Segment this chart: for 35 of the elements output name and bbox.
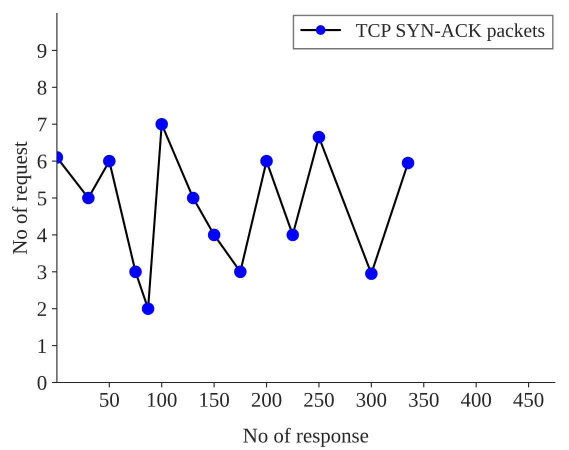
y-tick-label: 3 [38,265,46,280]
x-tick-label: 50 [100,392,119,407]
y-tick-label: 5 [38,192,46,206]
point [142,302,154,315]
legend-label: TCP SYN-ACK packets [356,23,544,41]
point [129,266,142,278]
y-tick-label: 1 [38,339,46,353]
point [208,228,220,242]
x-tick-label: 200 [252,392,282,407]
y-axis-title: No of request [12,141,32,254]
y-tick-label: 0 [38,376,46,390]
y-tick-label: 4 [37,228,47,242]
x-tick-label: 300 [356,392,386,407]
point [402,156,414,170]
point [103,154,116,168]
point [234,266,247,278]
y-tick-label: 7 [38,118,47,132]
point [312,130,326,144]
x-tick-label: 350 [409,392,439,407]
y-tick-label: 8 [38,80,46,95]
point [365,267,378,280]
x-tick-label: 150 [200,392,229,407]
y-tick-label: 9 [37,44,46,58]
point [82,192,95,204]
x-tick-label: 250 [304,392,334,407]
point [286,228,299,242]
point [260,154,273,168]
x-axis-title: No of response [243,428,368,447]
y-tick-label: 6 [38,154,47,169]
x-tick-label: 450 [513,392,544,407]
point [186,192,200,204]
x-tick-label: 100 [148,392,177,407]
x-tick-label: 400 [460,392,491,407]
y-tick-label: 2 [38,302,46,316]
point [155,118,168,130]
